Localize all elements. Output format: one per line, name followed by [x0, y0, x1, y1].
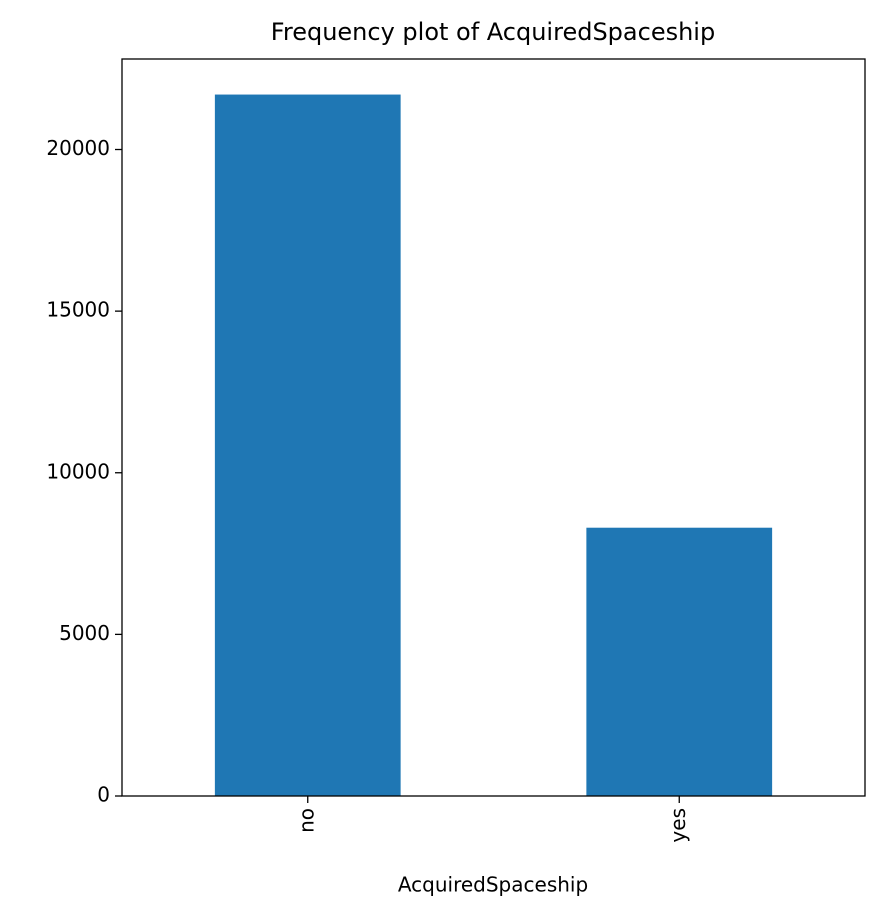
y-tick-label: 5000 — [59, 621, 110, 645]
y-tick-label: 20000 — [46, 136, 110, 160]
x-tick-label: yes — [666, 808, 690, 843]
plot-frame — [121, 58, 866, 797]
y-tick-label: 15000 — [46, 298, 110, 322]
bar — [214, 94, 401, 797]
chart-title: Frequency plot of AcquiredSpaceship — [271, 18, 715, 46]
y-tick-label: 10000 — [46, 459, 110, 483]
x-tick-label: no — [294, 808, 318, 833]
x-axis-label: AcquiredSpaceship — [398, 873, 588, 897]
y-tick-label: 0 — [97, 783, 110, 807]
bar — [586, 527, 773, 796]
